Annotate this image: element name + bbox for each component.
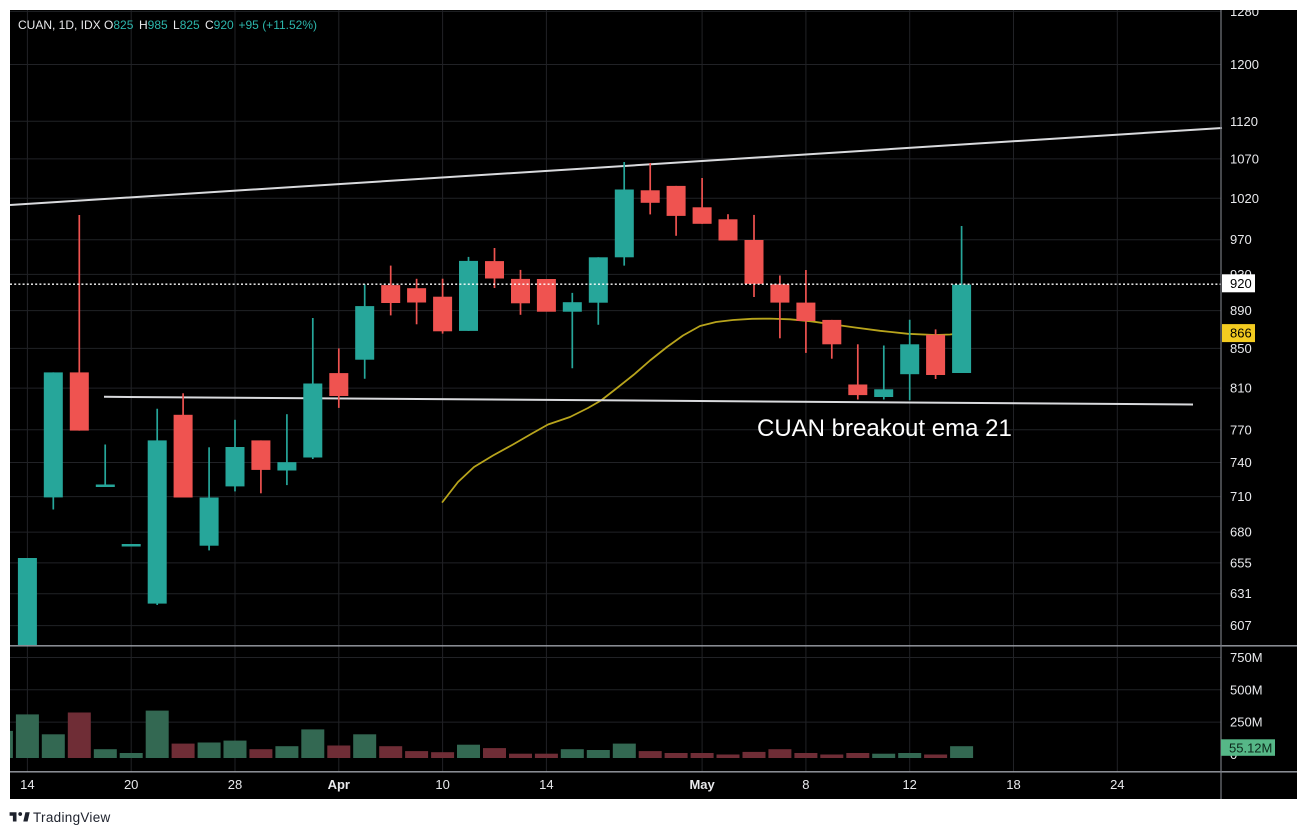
svg-text:14: 14 <box>20 777 34 792</box>
svg-text:680: 680 <box>1230 525 1252 540</box>
svg-text:250M: 250M <box>1230 715 1263 730</box>
svg-text:1120: 1120 <box>1230 114 1258 129</box>
svg-text:710: 710 <box>1230 489 1252 504</box>
svg-text:970: 970 <box>1230 232 1252 247</box>
svg-text:12: 12 <box>902 777 916 792</box>
svg-text:55.12M: 55.12M <box>1229 740 1272 755</box>
svg-text:8: 8 <box>802 777 809 792</box>
svg-text:750M: 750M <box>1230 650 1263 665</box>
svg-text:18: 18 <box>1006 777 1020 792</box>
svg-text:1200: 1200 <box>1230 57 1259 72</box>
svg-text:20: 20 <box>124 777 138 792</box>
svg-text:740: 740 <box>1230 455 1252 470</box>
svg-text:TradingView: TradingView <box>33 810 111 825</box>
svg-text:28: 28 <box>228 777 242 792</box>
svg-text:10: 10 <box>435 777 449 792</box>
svg-text:850: 850 <box>1230 341 1252 356</box>
svg-text:O825: O825 <box>104 18 134 32</box>
svg-text:May: May <box>689 777 715 792</box>
svg-text:631: 631 <box>1230 586 1252 601</box>
svg-text:607: 607 <box>1230 618 1252 633</box>
svg-text:1280: 1280 <box>1230 4 1259 19</box>
svg-text:H985: H985 <box>139 18 168 32</box>
svg-text:+95 (+11.52%): +95 (+11.52%) <box>239 18 318 32</box>
svg-text:24: 24 <box>1110 777 1124 792</box>
svg-text:14: 14 <box>539 777 553 792</box>
svg-text:920: 920 <box>1230 276 1252 291</box>
svg-text:770: 770 <box>1230 422 1252 437</box>
svg-text:L825: L825 <box>173 18 200 32</box>
svg-text:Apr: Apr <box>328 777 350 792</box>
svg-text:810: 810 <box>1230 381 1252 396</box>
svg-text:866: 866 <box>1230 326 1252 341</box>
svg-text:CUAN, 1D, IDX: CUAN, 1D, IDX <box>18 18 101 32</box>
svg-text:655: 655 <box>1230 555 1252 570</box>
svg-text:CUAN breakout ema 21: CUAN breakout ema 21 <box>757 415 1012 442</box>
svg-text:1070: 1070 <box>1230 151 1259 166</box>
svg-text:500M: 500M <box>1230 682 1263 697</box>
svg-text:C920: C920 <box>205 18 234 32</box>
svg-text:890: 890 <box>1230 303 1252 318</box>
svg-text:1020: 1020 <box>1230 191 1259 206</box>
